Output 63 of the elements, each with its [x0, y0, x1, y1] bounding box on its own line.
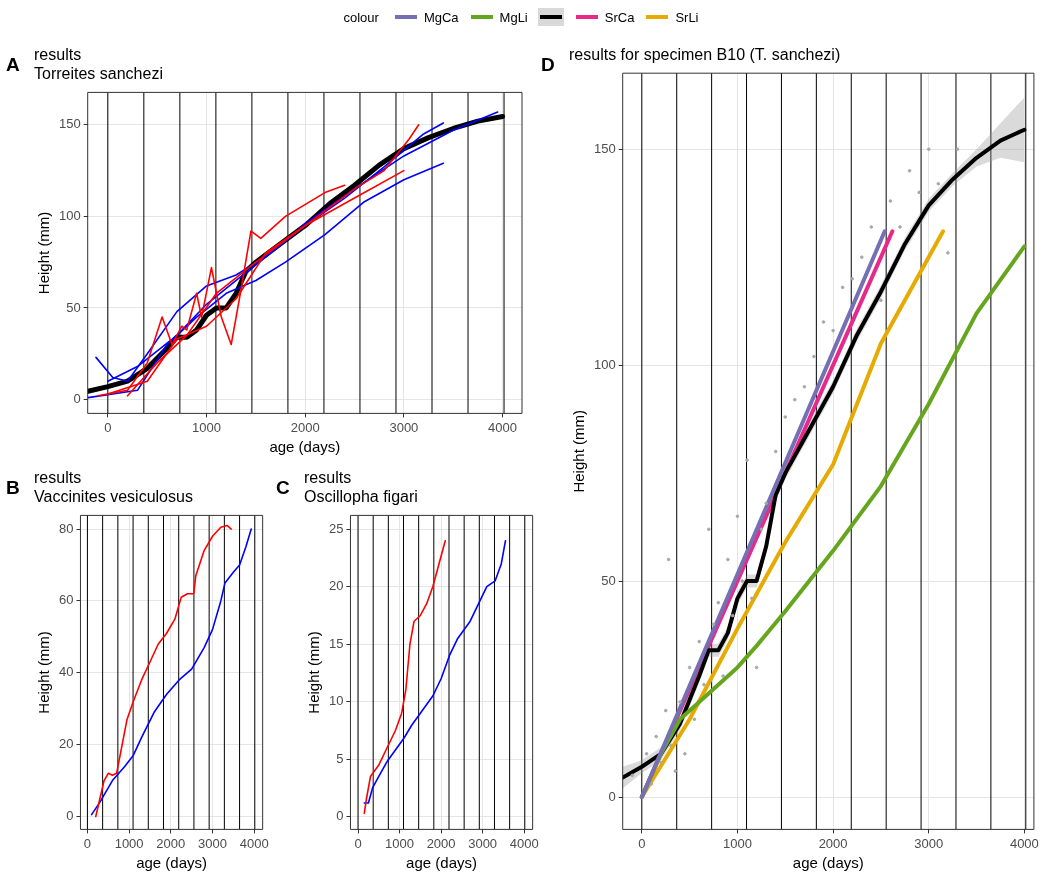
y-tick-label: 80 [58, 520, 74, 536]
y-tick-label: 50 [66, 299, 81, 315]
x-axis-title: age (days) [792, 854, 864, 872]
y-tick-label: 150 [593, 140, 616, 156]
y-tick-label: 60 [58, 592, 74, 608]
x-tick-label: 4000 [509, 835, 539, 851]
legend-title: colour [343, 9, 379, 25]
x-tick-label: 2000 [156, 835, 186, 851]
chart-title: results [304, 469, 352, 487]
y-tick-label: 5 [336, 750, 344, 766]
text: D [541, 54, 555, 76]
x-tick-label: 3000 [468, 835, 498, 851]
y-tick-label: 0 [336, 808, 344, 824]
x-tick-label: 3000 [389, 419, 419, 435]
text: A [6, 54, 20, 76]
chart-title: results [34, 469, 82, 487]
y-tick-label: 0 [66, 808, 74, 824]
x-tick-label: 3000 [914, 835, 944, 851]
x-tick-label: 0 [638, 835, 646, 851]
x-tick-label: 4000 [239, 835, 269, 851]
x-tick-label: 0 [83, 835, 92, 851]
x-tick-label: 0 [104, 419, 112, 435]
text: B [6, 477, 20, 499]
chart-title: results for specimen B10 (T. sanchezi) [569, 46, 841, 64]
x-tick-label: 1000 [385, 835, 415, 851]
x-tick-label: 3000 [198, 835, 227, 851]
x-tick-label: 1000 [722, 835, 752, 851]
legend-label: SrLi [675, 9, 699, 25]
legend-label: SrCa [604, 9, 635, 25]
y-tick-label: 25 [328, 520, 344, 536]
x-tick-label: 1000 [192, 419, 221, 435]
x-tick-label: 4000 [1009, 835, 1039, 851]
y-tick-label: 20 [328, 578, 344, 594]
x-axis-title: age (days) [406, 854, 477, 872]
y-axis-title: Height (mm) [570, 410, 588, 493]
chart-title: results [34, 46, 82, 64]
x-axis-title: age (days) [269, 438, 341, 456]
y-tick-label: 15 [328, 635, 344, 651]
y-tick-label: 150 [58, 116, 81, 132]
text: C [276, 477, 290, 499]
y-axis-title: Height (mm) [35, 631, 53, 714]
y-tick-label: 10 [328, 693, 344, 709]
x-tick-label: 2000 [818, 835, 848, 851]
chart-subtitle: Oscillopha figari [304, 488, 418, 506]
x-axis-title: age (days) [136, 854, 207, 872]
x-tick-label: 1000 [114, 835, 144, 851]
y-tick-label: 20 [58, 736, 74, 752]
legend-label: MgCa [423, 9, 459, 25]
chart-subtitle: Vaccinites vesiculosus [34, 488, 193, 506]
x-tick-label: 2000 [290, 419, 320, 435]
y-tick-label: 100 [593, 356, 616, 372]
y-axis-title: Height (mm) [305, 631, 323, 714]
legend-label: MgLi [499, 9, 528, 25]
x-tick-label: 0 [354, 835, 362, 851]
x-tick-label: 2000 [426, 835, 456, 851]
x-tick-label: 4000 [488, 419, 518, 435]
chart-subtitle: Torreites sanchezi [34, 65, 163, 83]
y-tick-label: 0 [73, 391, 81, 407]
y-tick-label: 50 [601, 572, 616, 588]
y-tick-label: 0 [608, 788, 616, 804]
y-axis-title: Height (mm) [35, 211, 53, 295]
y-tick-label: 40 [58, 664, 74, 680]
y-tick-label: 100 [58, 207, 81, 223]
